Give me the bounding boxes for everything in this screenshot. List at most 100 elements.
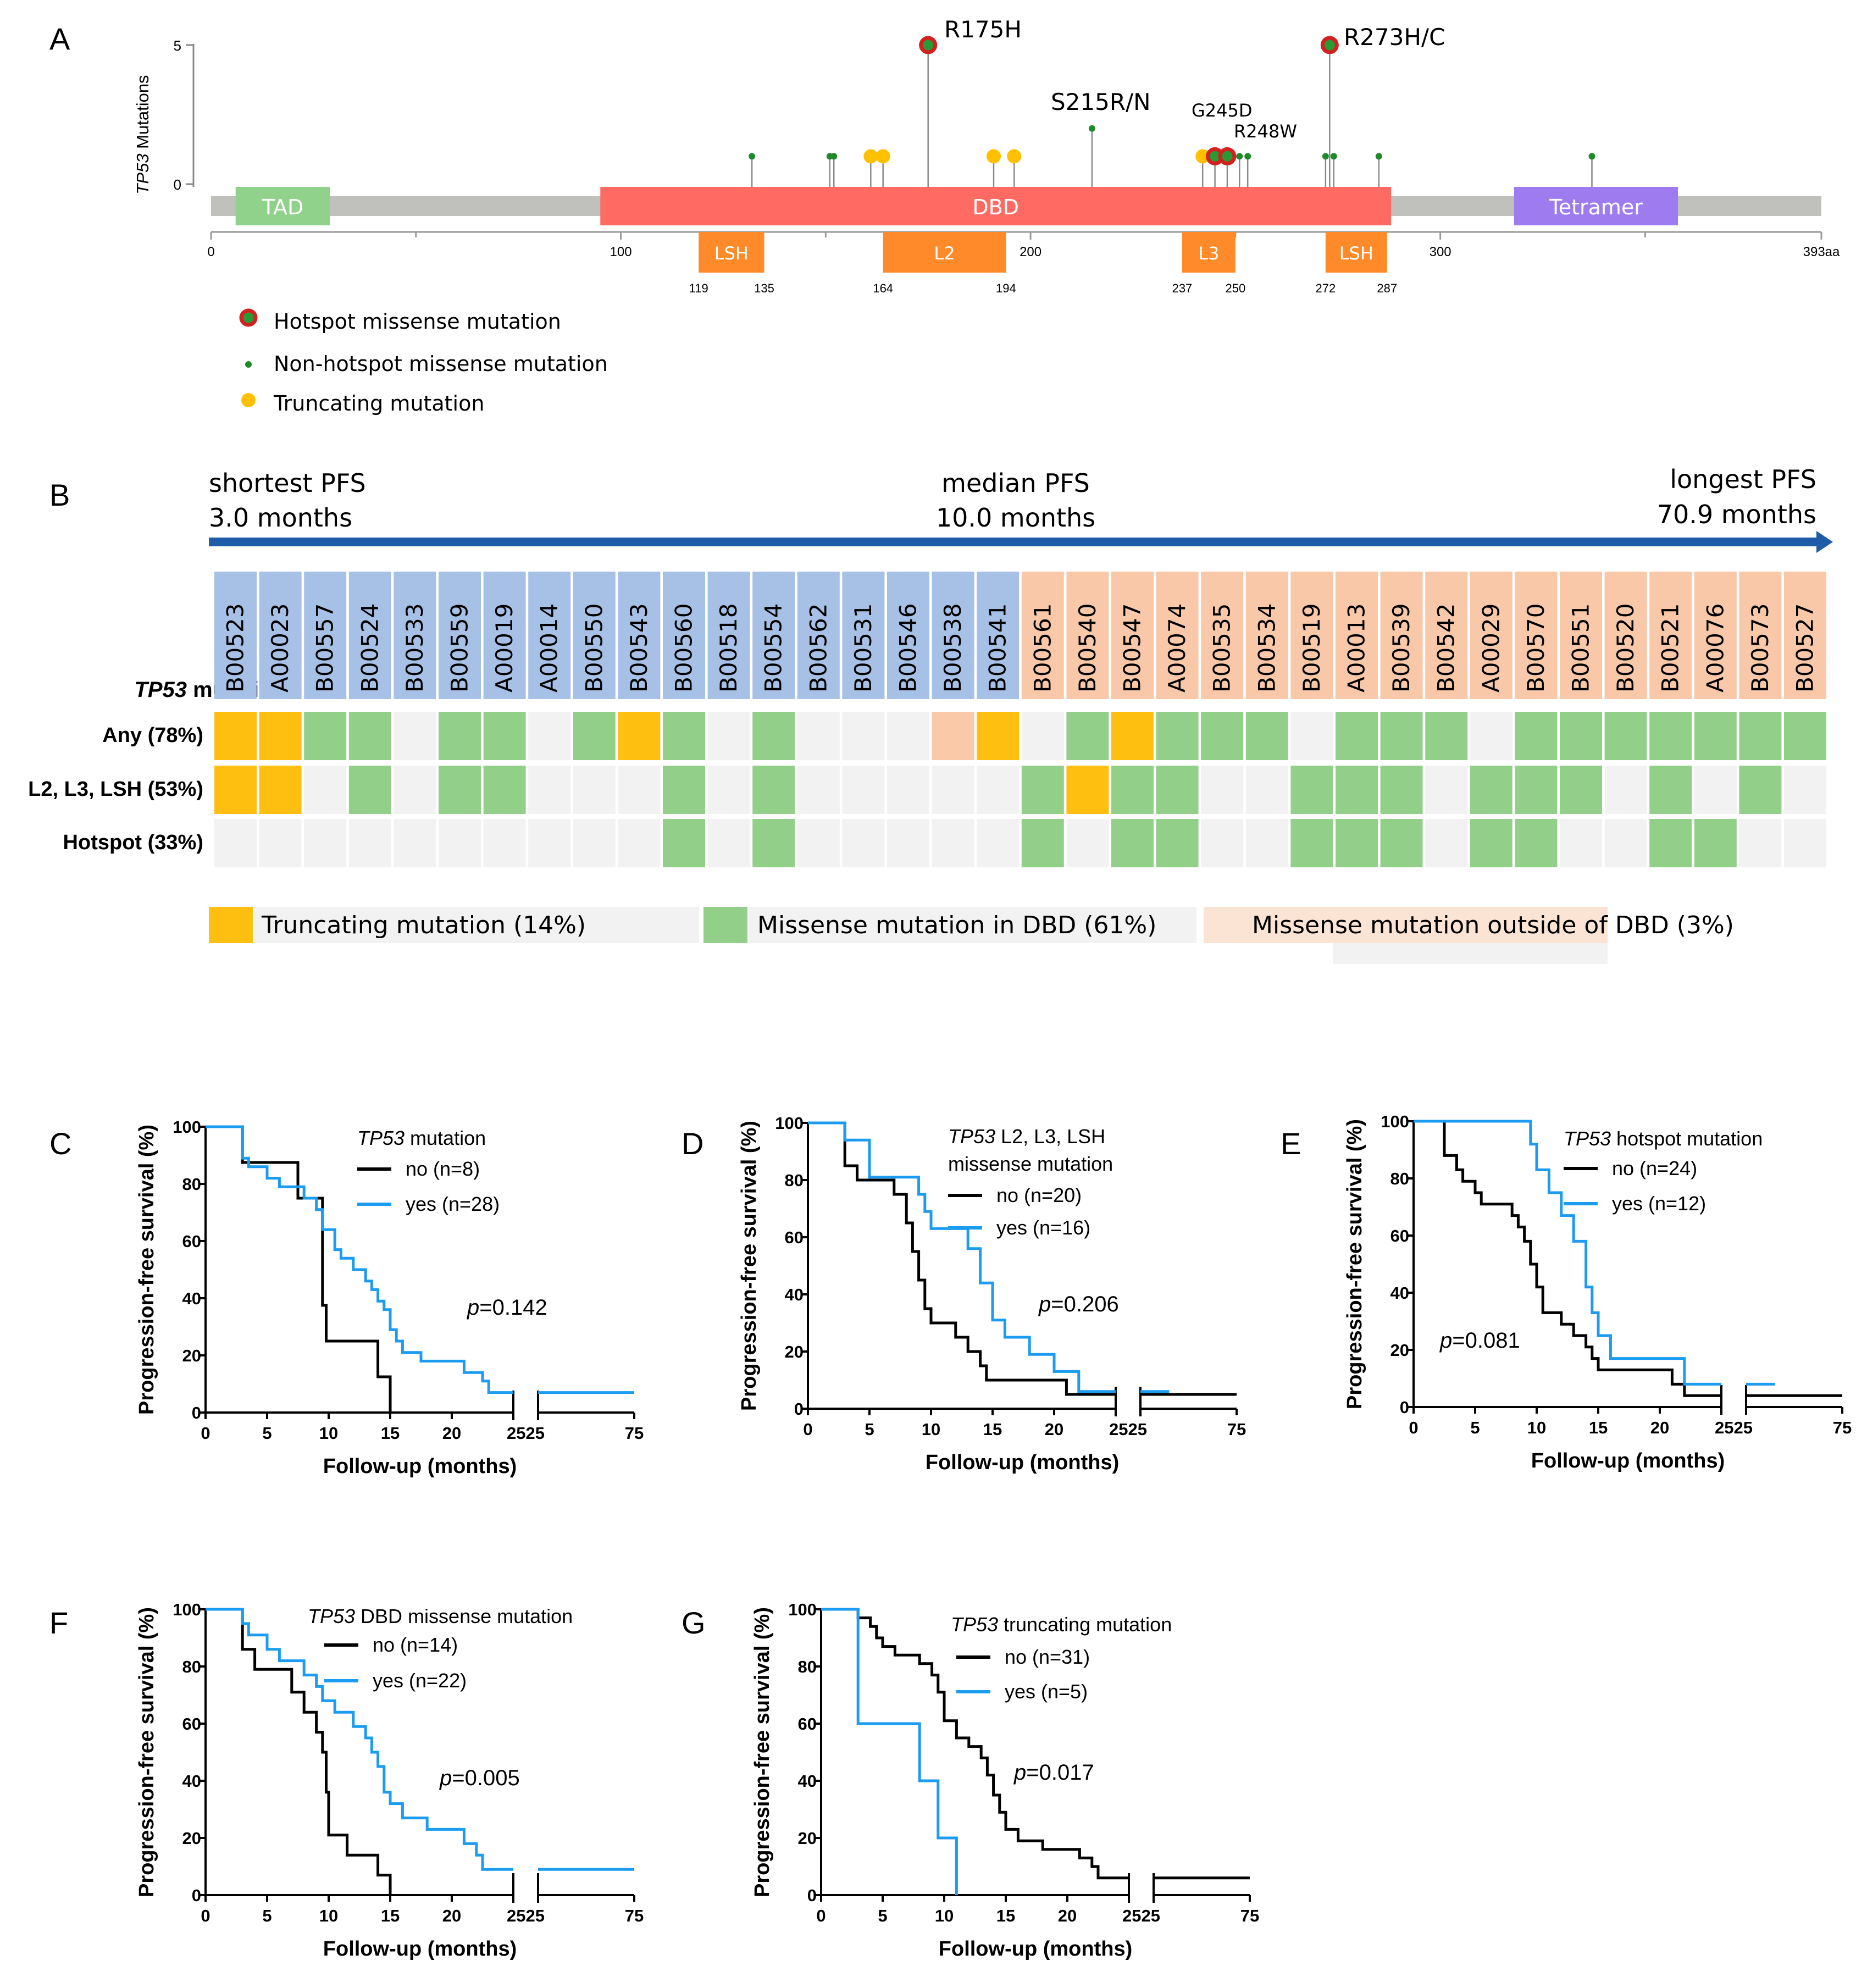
y-tick-label: 20 (182, 1829, 201, 1848)
x-tick-label: 5 (1470, 1418, 1480, 1437)
loop-tick-label: 164 (873, 281, 893, 295)
x-tick-label: 15 (983, 1420, 1002, 1439)
oncoprint-cell (887, 819, 929, 867)
sample-id: A00013 (1343, 603, 1370, 693)
km-curve-no (206, 1125, 392, 1413)
sample-id: B00546 (895, 603, 922, 693)
p-value-italic: p (1439, 1328, 1452, 1353)
sample-header-bg (1694, 572, 1737, 699)
nonhotspot-mutation-marker (1375, 153, 1382, 160)
y-axis-label: Progression-free survival (%) (738, 1121, 761, 1411)
oncoprint-cell (1156, 819, 1199, 867)
km-curve-yes (808, 1121, 1116, 1393)
oncoprint-cell (932, 819, 974, 867)
nonhotspot-mutation-marker (1330, 153, 1337, 160)
sample-id: B00535 (1209, 603, 1236, 693)
km-title-italic: TP53 (1564, 1127, 1611, 1150)
x-tick-label-75: 75 (1833, 1418, 1852, 1437)
x-tick-label: 10 (1527, 1418, 1546, 1437)
km-curve-no (206, 1608, 392, 1895)
oncoprint-cell (752, 766, 795, 814)
y-tick-label: 80 (785, 1171, 804, 1190)
label-g245d: G245D (1192, 100, 1253, 121)
x-tick-label: 0 (207, 245, 214, 259)
oncoprint-cell (1336, 819, 1378, 867)
hotspot-legend-marker (239, 308, 258, 327)
truncating-mutation-marker (986, 149, 1001, 164)
oncoprint-cell (214, 819, 257, 867)
sample-id: B00561 (1029, 603, 1056, 693)
oncoprint-cell (1425, 766, 1468, 814)
legend-label-yes: yes (n=28) (406, 1193, 500, 1215)
oncoprint-cell (1380, 712, 1423, 760)
x-tick-label-75: 75 (625, 1424, 644, 1443)
p-value-italic: p (467, 1295, 479, 1320)
nonhotspot-mutation-marker (749, 153, 756, 160)
domain-dbd (600, 187, 1392, 225)
sample-id: B00520 (1612, 603, 1639, 693)
oncoprint-cell (1784, 712, 1826, 760)
loop-lsh (699, 232, 764, 273)
legend-label-no: no (n=20) (996, 1184, 1082, 1206)
sample-header-bg (1604, 572, 1647, 699)
oncoprint-cell (1336, 712, 1378, 760)
km-title: TP53 truncating mutation (951, 1613, 1172, 1636)
x-tick-label-break: 2525 (507, 1424, 545, 1443)
p-value-rest: =0.081 (1452, 1328, 1520, 1353)
y-tick-label: 40 (798, 1771, 817, 1791)
oncoprint-cell (842, 712, 885, 760)
oncoprint-cell (977, 766, 1020, 814)
sample-id: B00554 (760, 603, 787, 693)
km-panel-g: G 0 20 40 60 80 100 0 5 10 15 20 2525 75 Follow-up (mo… (682, 1600, 1259, 1961)
km-curve-yes (206, 1125, 513, 1394)
domain-label-tetramer: Tetramer (1549, 195, 1643, 219)
p-value-italic: p (1038, 1292, 1051, 1316)
x-tick-label: 393aa (1803, 245, 1840, 259)
legend-label-yes: yes (n=5) (1005, 1680, 1088, 1703)
y-tick-label: 20 (1390, 1341, 1409, 1360)
sample-header-bg (752, 572, 795, 699)
km-curve-no (808, 1121, 1116, 1396)
sample-header-bg (1201, 572, 1244, 699)
x-tick-label-break: 2525 (1122, 1906, 1160, 1925)
sample-header-bg (1470, 572, 1512, 699)
oncoprint-cell (1515, 712, 1558, 760)
truncating-mutation-marker (1007, 149, 1022, 164)
sample-header-bg (887, 572, 929, 699)
oncoprint-cell (1245, 819, 1288, 867)
oncoprint-cell (394, 712, 436, 760)
sample-header-bg (1784, 572, 1826, 699)
sample-id: B00534 (1253, 603, 1280, 693)
km-title-italic: TP53 (357, 1127, 405, 1149)
panel-a: A TP53 Mutations 0 5 TAD DBD Tetramer 0 100… (49, 16, 1840, 416)
legend-nonhotspot: Non-hotspot missense mutation (274, 352, 608, 376)
oncoprint-cell (932, 766, 974, 814)
oncoprint-cell (1604, 712, 1647, 760)
sample-id: B00573 (1747, 603, 1774, 693)
x-tick-label: 20 (1058, 1906, 1077, 1925)
oncoprint-cell (528, 819, 571, 867)
median-pfs-label: median PFS (941, 468, 1090, 498)
oncoprint-cell (797, 712, 840, 760)
sample-id: A00074 (1164, 603, 1190, 693)
oncoprint-cell (1290, 766, 1333, 814)
p-value: p=0.005 (439, 1766, 520, 1790)
y-tick-label: 40 (182, 1771, 201, 1791)
sample-id: B00550 (580, 603, 607, 693)
y-tick-label: 100 (775, 1114, 804, 1133)
sample-id: B00557 (312, 603, 339, 693)
x-tick-label: 5 (878, 1906, 887, 1925)
y-axis-label: Progression-free survival (%) (751, 1607, 774, 1897)
legend-missense-outside-swatch (1204, 907, 1608, 943)
km-curve-no (1414, 1120, 1721, 1397)
km-title-rest: mutation (405, 1127, 486, 1149)
label-r175h: R175H (944, 16, 1022, 43)
sample-header-bg (1649, 572, 1692, 699)
p-value-rest: =0.005 (452, 1766, 519, 1790)
hotspot-mutation-marker (1218, 147, 1237, 165)
sample-id: B00531 (850, 603, 877, 693)
x-tick-label: 0 (816, 1906, 825, 1925)
y-tick-label: 80 (182, 1657, 201, 1676)
panel-letter-d: D (682, 1126, 703, 1161)
